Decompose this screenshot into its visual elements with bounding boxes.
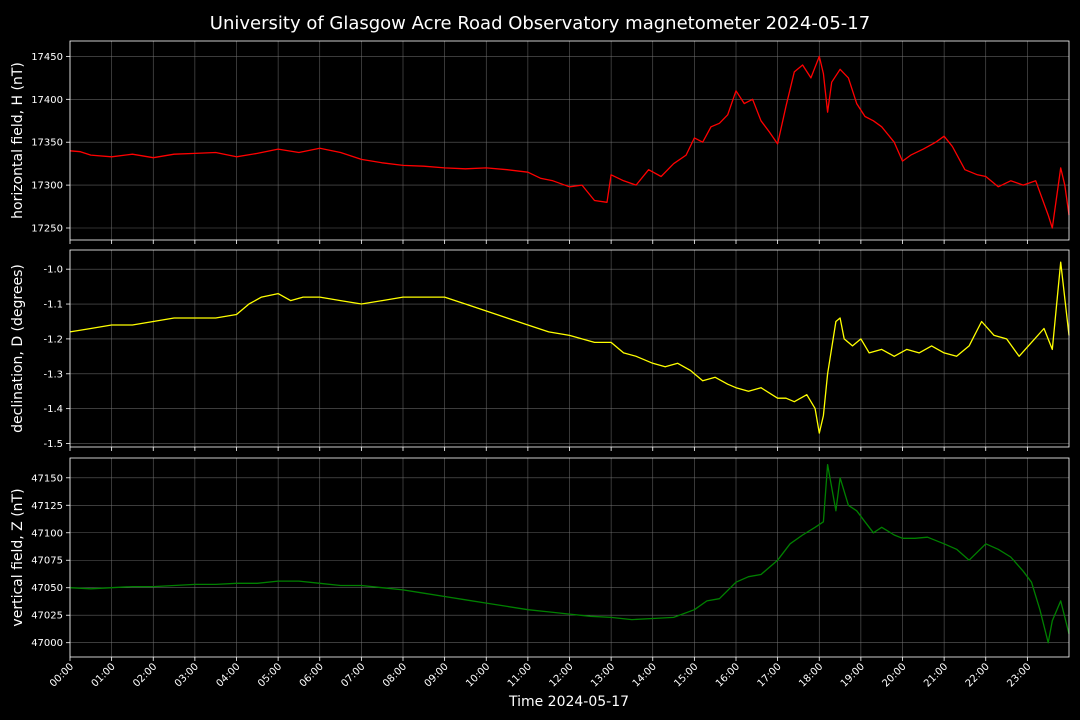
y-tick-label: -1.1 bbox=[43, 300, 63, 311]
series-line-1 bbox=[69, 261, 1070, 434]
y-tick-label: -1.3 bbox=[43, 369, 63, 380]
y-tick-label: 17250 bbox=[31, 223, 63, 234]
y-axis-label: horizontal field, H (nT) bbox=[10, 62, 26, 219]
y-tick-label: 17400 bbox=[31, 95, 63, 106]
y-tick-label: 17450 bbox=[31, 52, 63, 63]
series-line-0 bbox=[69, 55, 1070, 229]
y-tick-label: -1.2 bbox=[43, 334, 63, 345]
y-axis-label: declination, D (degrees) bbox=[10, 264, 26, 433]
y-tick-label: -1.4 bbox=[43, 404, 63, 415]
y-tick-label: -1.0 bbox=[43, 265, 63, 276]
panel-frame bbox=[69, 249, 1070, 448]
chart-title: University of Glasgow Acre Road Observat… bbox=[210, 13, 870, 34]
panel-0: 17250 17300 17350 17400 17450 horizontal fiel… bbox=[10, 40, 1070, 244]
panel-1: -1.0 -1.1 -1.2 -1.3 -1.4 -1.5 declination, D (… bbox=[10, 249, 1070, 451]
x-axis-label: Time 2024-05-17 bbox=[508, 694, 629, 710]
y-tick-label: 17300 bbox=[31, 181, 63, 192]
series-line-2 bbox=[69, 463, 1070, 644]
y-tick-label: 17350 bbox=[31, 138, 63, 149]
y-axis-label: vertical field, Z (nT) bbox=[10, 488, 26, 626]
y-tick-label: 47000 bbox=[31, 638, 63, 649]
y-tick-label: -1.5 bbox=[43, 439, 63, 450]
y-tick-label: 47150 bbox=[31, 473, 63, 484]
y-tick-label: 47025 bbox=[31, 611, 63, 622]
panel-frame bbox=[69, 40, 1070, 241]
y-tick-label: 47100 bbox=[31, 528, 63, 539]
y-tick-label: 47075 bbox=[31, 556, 63, 567]
y-tick-label: 47125 bbox=[31, 501, 63, 512]
panel-frame bbox=[69, 457, 1070, 658]
y-tick-label: 47050 bbox=[31, 583, 63, 594]
